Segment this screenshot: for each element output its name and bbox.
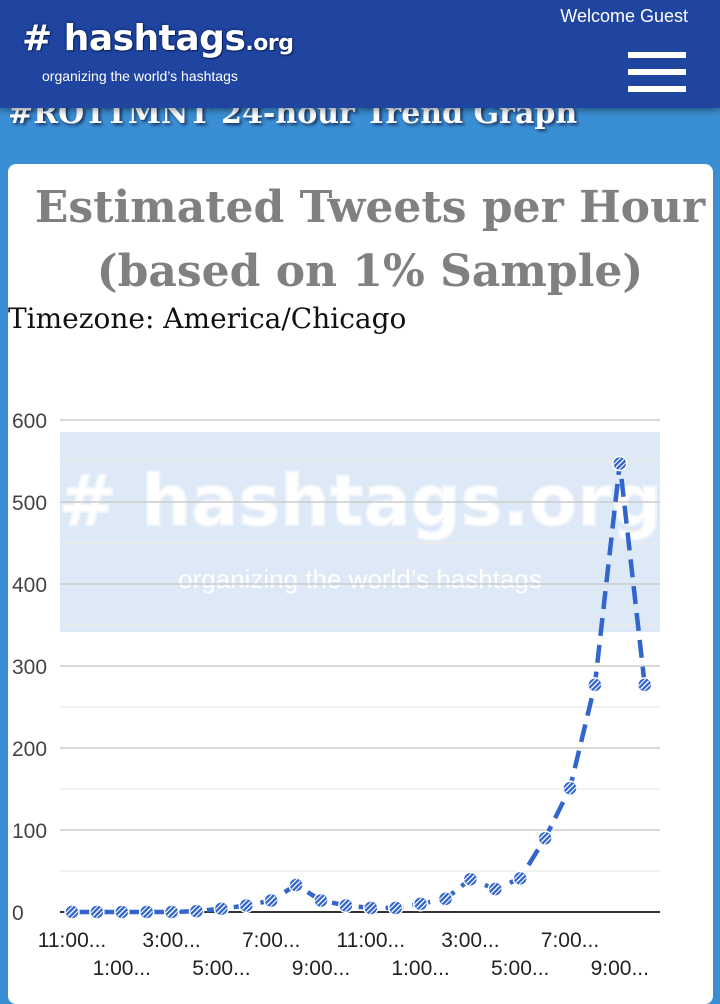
x-tick-label: 7:00... (242, 929, 300, 952)
x-tick-label: 5:00... (491, 957, 549, 980)
data-point[interactable] (363, 900, 379, 916)
x-tick-label: 1:00... (391, 957, 449, 980)
x-tick-label: 7:00... (541, 929, 599, 952)
y-tick-label: 300 (12, 656, 47, 679)
x-tick-label: 9:00... (591, 957, 649, 980)
data-point[interactable] (587, 677, 603, 693)
watermark-tagline-text: organizing the world’s hashtags (178, 564, 542, 594)
y-tick-label: 400 (12, 574, 47, 597)
x-tick-label: 5:00... (192, 957, 250, 980)
data-point[interactable] (138, 904, 155, 920)
y-tick-label: 200 (12, 738, 47, 761)
x-tick-label: 3:00... (142, 929, 200, 952)
data-point[interactable] (437, 891, 454, 907)
watermark-logo-text: # hashtags.org (58, 460, 661, 542)
data-point[interactable] (512, 870, 528, 887)
y-tick-label: 500 (12, 492, 47, 515)
data-point[interactable] (64, 904, 80, 920)
site-logo[interactable]: # hashtags.org (22, 18, 294, 59)
y-tick-label: 600 (12, 410, 47, 433)
hashtags-watermark: # hashtags.org organizing the world’s ha… (57, 432, 663, 632)
hamburger-menu-icon[interactable] (626, 52, 688, 96)
timezone-label: Timezone: America/Chicago (8, 302, 407, 335)
watermark-background (60, 432, 660, 632)
site-header: # hashtags.org organizing the world’s ha… (0, 0, 720, 108)
data-point[interactable] (89, 904, 105, 920)
data-point[interactable] (263, 892, 279, 909)
x-tick-label: 11:00... (38, 929, 107, 952)
data-point[interactable] (562, 780, 578, 796)
data-point[interactable] (163, 904, 180, 920)
chart-title: Estimated Tweets per Hour (based on 1% S… (34, 182, 706, 297)
data-point[interactable] (188, 903, 205, 919)
x-tick-label: 1:00... (93, 957, 151, 980)
x-tick-label: 3:00... (441, 929, 499, 952)
data-point[interactable] (412, 896, 429, 912)
data-point[interactable] (462, 871, 479, 887)
data-point[interactable] (636, 677, 653, 693)
data-point[interactable] (387, 900, 404, 916)
site-tagline: organizing the world’s hashtags (42, 68, 238, 84)
data-point[interactable] (537, 830, 553, 846)
data-point[interactable] (313, 892, 329, 909)
data-point[interactable] (338, 897, 354, 914)
data-point[interactable] (114, 904, 130, 920)
y-tick-label: 0 (12, 902, 24, 925)
data-point[interactable] (238, 897, 255, 914)
x-tick-label: 11:00... (337, 929, 406, 952)
x-tick-label: 9:00... (292, 957, 350, 980)
y-tick-label: 100 (12, 820, 47, 843)
data-point[interactable] (487, 881, 504, 897)
data-point[interactable] (213, 900, 230, 917)
welcome-guest-link[interactable]: Welcome Guest (560, 6, 688, 26)
data-point[interactable] (612, 455, 628, 472)
data-point[interactable] (288, 877, 304, 893)
